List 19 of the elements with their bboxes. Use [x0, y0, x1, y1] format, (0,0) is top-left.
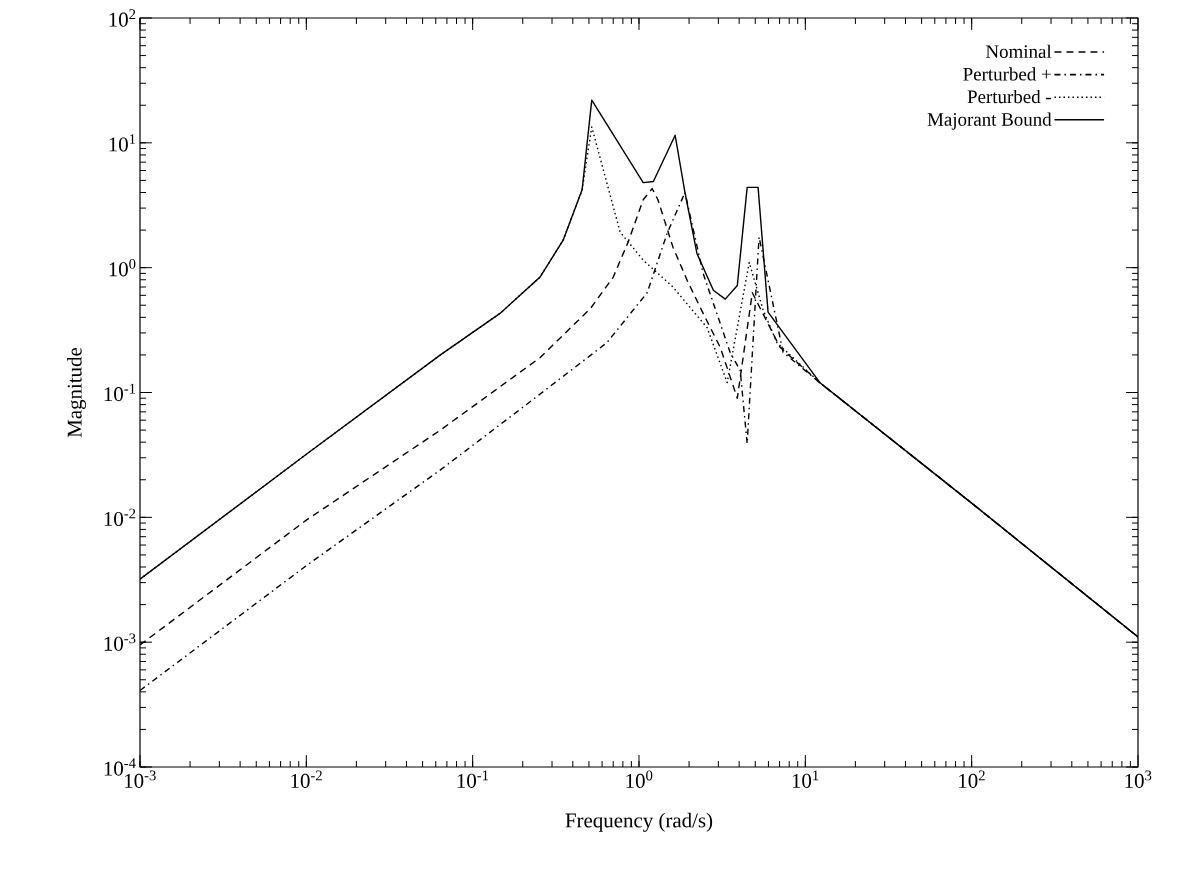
x-tick-label: 10$^{2}$ — [959, 770, 985, 788]
legend-label: Nominal — [985, 44, 1052, 58]
x-axis-title: Frequency (rad/s) — [565, 812, 713, 832]
legend-label: Majorant Bound — [927, 112, 1052, 130]
x-tick-label: 10$^{-3}$ — [125, 770, 156, 788]
x-tick-label: 10$^{0}$ — [626, 770, 653, 788]
x-tick-label: 10$^{3}$ — [1125, 770, 1152, 788]
x-tick-label: 10$^{1}$ — [792, 770, 819, 788]
legend-label: Perturbed + — [963, 67, 1051, 81]
y-tick-label: 10$^{0}$ — [109, 258, 136, 277]
y-tick-label: 10$^{-1}$ — [104, 383, 136, 402]
y-tick-label: 10$^{2}$ — [109, 9, 136, 27]
y-tick-label: 10$^{-2}$ — [104, 508, 136, 527]
x-tick-label: 10$^{-1}$ — [457, 770, 489, 788]
y-axis-title: Magnitude — [66, 347, 87, 438]
y-tick-label: 10$^{1}$ — [109, 134, 136, 152]
y-tick-label: 10$^{-3}$ — [104, 633, 136, 651]
x-tick-label: 10$^{-2}$ — [291, 770, 322, 788]
legend-label: Perturbed - — [967, 89, 1051, 104]
